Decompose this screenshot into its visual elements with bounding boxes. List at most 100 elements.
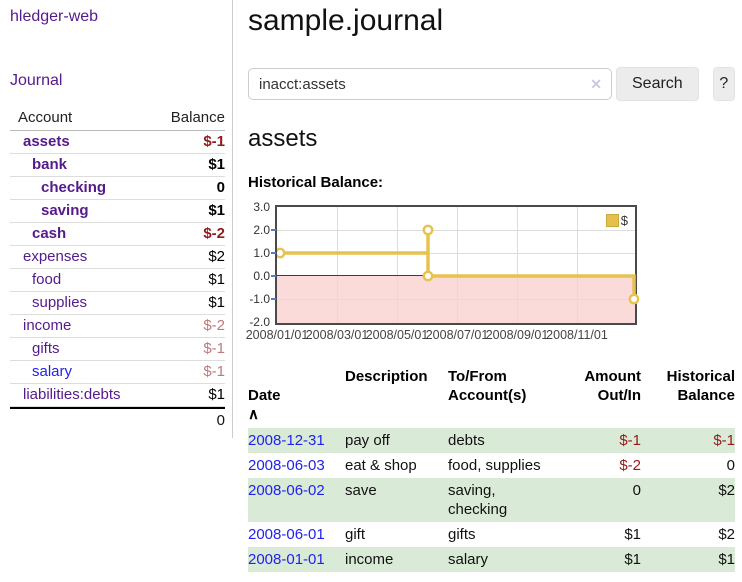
register-row: 2008-12-31 pay off debts $-1 $-1 xyxy=(248,428,735,453)
gridline xyxy=(277,230,635,231)
legend-swatch xyxy=(605,214,619,227)
account-link-income[interactable]: income xyxy=(23,317,72,334)
account-balance: $-1 xyxy=(203,363,225,380)
account-link-assets[interactable]: assets xyxy=(23,133,70,150)
transaction-balance: $1 xyxy=(641,547,735,572)
page-title: sample.journal xyxy=(248,4,444,37)
sort-ascending-icon: ∧ xyxy=(248,406,259,423)
transaction-accounts: debts xyxy=(448,428,560,453)
accounts-header-balance: Balance xyxy=(170,109,225,126)
header-description: Description xyxy=(345,368,428,385)
transaction-amount: 0 xyxy=(560,478,641,522)
clear-search-icon[interactable]: ✕ xyxy=(590,76,602,92)
account-balance: $-1 xyxy=(203,133,225,150)
account-row-food: food $1 xyxy=(10,269,225,292)
account-link-checking[interactable]: checking xyxy=(41,179,107,196)
account-link-cash[interactable]: cash xyxy=(32,225,67,242)
account-balance: 0 xyxy=(216,179,225,196)
app-title-link[interactable]: hledger-web xyxy=(10,8,99,25)
transaction-balance: $2 xyxy=(718,526,735,543)
register-row: 2008-01-01 income salary $1 $1 xyxy=(248,547,735,572)
y-tick-label: -2.0 xyxy=(249,315,270,329)
transaction-accounts: gifts xyxy=(448,526,476,543)
account-row-expenses: expenses $2 xyxy=(10,246,225,269)
help-button[interactable]: ? xyxy=(712,67,735,101)
account-link-bank[interactable]: bank xyxy=(32,156,68,173)
account-row-checking: checking 0 xyxy=(10,177,225,200)
account-link-salary[interactable]: salary xyxy=(32,363,73,380)
account-balance: $-1 xyxy=(203,340,225,357)
transaction-amount: $1 xyxy=(624,526,641,543)
sidebar-item-journal[interactable]: Journal xyxy=(10,72,63,89)
search-form: ✕ Search ? xyxy=(248,67,735,101)
header-accounts: To/From Account(s) xyxy=(448,368,527,404)
account-row-salary: salary $-1 xyxy=(10,361,225,384)
chart-plot-area[interactable]: 3.0 2.0 1.0 0.0 -1.0 -2.0 xyxy=(249,200,639,329)
account-heading: assets xyxy=(248,125,318,152)
transaction-date-link[interactable]: 2008-06-02 xyxy=(248,482,325,499)
y-tick-label: -1.0 xyxy=(249,292,270,306)
y-tick-label: 3.0 xyxy=(253,200,270,214)
account-row-bank: bank $1 xyxy=(10,154,225,177)
header-date[interactable]: Date ∧ xyxy=(248,365,345,428)
transaction-date-link[interactable]: 2008-06-03 xyxy=(248,457,325,474)
account-link-supplies[interactable]: supplies xyxy=(32,294,88,311)
y-tick-label: 2.0 xyxy=(253,223,270,237)
transaction-balance: $-1 xyxy=(641,428,735,453)
transaction-date-link[interactable]: 2008-06-01 xyxy=(248,526,325,543)
account-link-gifts[interactable]: gifts xyxy=(32,340,60,357)
register-table: Date ∧ Description To/From Account(s) Am… xyxy=(248,365,735,572)
register-row: 2008-06-02 save saving, checking 0 $2 xyxy=(248,478,735,522)
transaction-accounts: salary xyxy=(448,547,560,572)
account-balance: $-2 xyxy=(203,225,225,242)
account-balance: $1 xyxy=(208,271,225,288)
accounts-total-row: 0 xyxy=(10,407,225,432)
search-input[interactable] xyxy=(248,68,612,100)
x-tick-label: 2008/11/01 xyxy=(546,328,608,342)
search-button[interactable]: Search xyxy=(616,67,699,101)
transaction-description: save xyxy=(345,478,448,522)
transaction-description: gift xyxy=(345,526,366,543)
register-row: 2008-06-03 eat & shop food, supplies $-2… xyxy=(248,453,735,478)
register-row: 2008-06-01 gift gifts $1 $2 xyxy=(248,522,735,547)
register-header-row: Date ∧ Description To/From Account(s) Am… xyxy=(248,365,735,428)
transaction-accounts: saving, checking xyxy=(448,478,560,522)
x-tick-label: 2008/03/01 xyxy=(305,328,369,342)
account-row-saving: saving $1 xyxy=(10,200,225,223)
transaction-amount: $1 xyxy=(560,547,641,572)
x-tick-label: 2008/01/01 xyxy=(245,328,309,342)
main-pane: sample.journal ✕ Search ? assets Histori… xyxy=(246,0,742,572)
account-link-liabilities-debts[interactable]: liabilities:debts xyxy=(23,386,121,403)
legend-label: $ xyxy=(620,213,628,228)
y-tick-label: 0.0 xyxy=(253,269,270,283)
transaction-date-link[interactable]: 2008-01-01 xyxy=(248,551,325,568)
accounts-table: Account Balance assets $-1 bank $1 check… xyxy=(10,107,225,432)
sidebar: hledger-web Journal Account Balance asse… xyxy=(0,0,233,438)
y-tick-label: 1.0 xyxy=(253,246,270,260)
accounts-header-account: Account xyxy=(18,109,73,126)
x-tick-label: 2008/07/01 xyxy=(425,328,489,342)
balance-line-series xyxy=(277,224,639,305)
x-axis-labels: 2008/01/01 2008/03/01 2008/05/01 2008/07… xyxy=(246,328,637,344)
account-row-assets: assets $-1 xyxy=(10,131,225,154)
account-balance: $1 xyxy=(208,156,225,173)
transaction-amount: $-1 xyxy=(560,428,641,453)
account-link-food[interactable]: food xyxy=(32,271,62,288)
gridline xyxy=(517,207,518,323)
account-link-expenses[interactable]: expenses xyxy=(23,248,88,265)
account-row-gifts: gifts $-1 xyxy=(10,338,225,361)
account-row-supplies: supplies $1 xyxy=(10,292,225,315)
gridline xyxy=(577,207,578,323)
gridline xyxy=(397,207,398,323)
account-balance: $-2 xyxy=(203,317,225,334)
y-axis-tick xyxy=(271,229,276,231)
x-tick-label: 2008/05/01 xyxy=(365,328,429,342)
header-date-label: Date xyxy=(248,387,281,404)
account-link-saving[interactable]: saving xyxy=(41,202,89,219)
chart-legend: $ xyxy=(605,213,628,228)
account-balance: $1 xyxy=(208,202,225,219)
transaction-date-link[interactable]: 2008-12-31 xyxy=(248,432,325,449)
header-amount: Amount Out/In xyxy=(584,368,641,404)
transaction-description: eat & shop xyxy=(345,457,417,474)
transaction-description: pay off xyxy=(345,428,448,453)
